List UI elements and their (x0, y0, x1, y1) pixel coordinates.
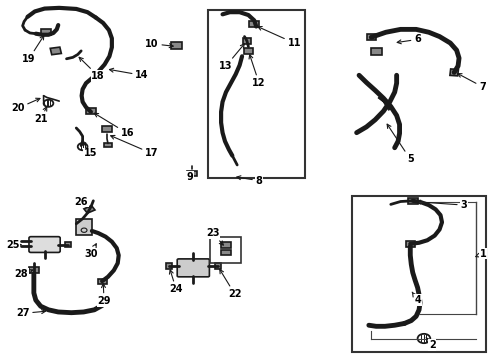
FancyBboxPatch shape (29, 237, 60, 252)
FancyBboxPatch shape (76, 220, 92, 234)
Text: 16: 16 (94, 113, 134, 138)
Text: 2: 2 (426, 338, 435, 350)
Text: 18: 18 (79, 57, 105, 81)
Text: 17: 17 (110, 135, 158, 158)
Text: 7: 7 (457, 73, 485, 92)
Bar (366, 35, 375, 40)
Text: 1: 1 (475, 248, 486, 258)
Text: 30: 30 (84, 244, 98, 258)
Text: 23: 23 (205, 228, 223, 245)
Text: 22: 22 (219, 270, 241, 299)
Bar (186, 171, 196, 176)
Bar (102, 126, 112, 132)
Text: 19: 19 (22, 36, 44, 64)
Text: 20: 20 (11, 98, 40, 113)
Text: 5: 5 (386, 124, 413, 164)
Bar (85, 108, 96, 114)
Text: 9: 9 (186, 172, 193, 182)
Bar (221, 242, 230, 248)
Bar (207, 10, 305, 178)
Text: 12: 12 (248, 55, 265, 88)
Bar (221, 249, 230, 255)
Bar (242, 38, 251, 44)
Bar (165, 263, 172, 269)
FancyBboxPatch shape (177, 259, 209, 277)
Bar (370, 48, 381, 55)
Text: 25: 25 (6, 240, 21, 250)
Text: 15: 15 (82, 141, 98, 158)
Bar (214, 263, 221, 269)
Bar (243, 48, 253, 54)
Bar (449, 69, 458, 76)
Bar (405, 241, 414, 247)
Text: 8: 8 (236, 176, 262, 186)
Text: 21: 21 (34, 107, 47, 124)
Bar (84, 206, 95, 213)
Text: 4: 4 (411, 292, 420, 305)
Bar (29, 267, 39, 273)
Bar (407, 198, 417, 204)
Bar (170, 42, 181, 49)
Text: 3: 3 (416, 200, 467, 210)
Bar (65, 242, 71, 247)
Bar (249, 21, 259, 27)
Bar (98, 279, 106, 284)
Bar (50, 47, 61, 55)
Text: 28: 28 (14, 269, 33, 279)
Text: 29: 29 (97, 284, 111, 306)
Text: 24: 24 (169, 270, 183, 294)
Bar (210, 237, 240, 263)
Text: 11: 11 (257, 27, 301, 48)
Bar (104, 143, 112, 147)
Text: 26: 26 (74, 197, 88, 207)
Text: 14: 14 (109, 68, 148, 80)
Bar (41, 29, 51, 36)
Text: 13: 13 (219, 44, 244, 71)
Text: 6: 6 (396, 35, 420, 44)
Text: 10: 10 (145, 39, 173, 49)
Text: 27: 27 (16, 309, 45, 318)
Bar (351, 196, 485, 352)
